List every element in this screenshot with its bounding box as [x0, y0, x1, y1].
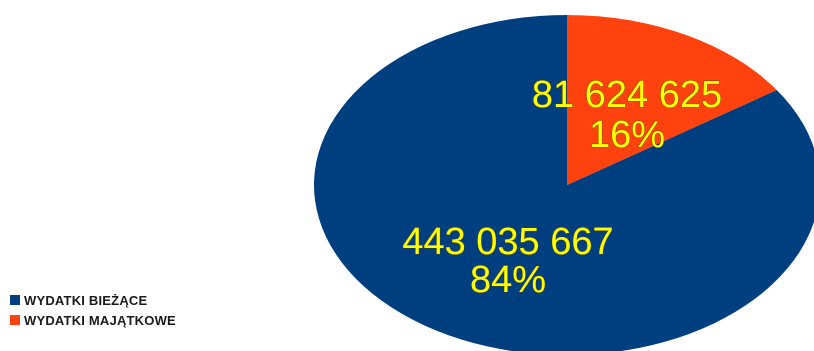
legend-label-biezace: WYDATKI BIEŻĄCE [24, 292, 148, 308]
pie-slice-biezace [314, 15, 814, 351]
pie-slices [314, 15, 814, 351]
legend-item-majatkowe: WYDATKI MAJĄTKOWE [10, 310, 176, 330]
pie-slice-majatkowe [567, 15, 777, 185]
legend-swatch-majatkowe [10, 315, 20, 325]
data-label-majatkowe-percent: 16% [589, 114, 665, 156]
data-label-majatkowe-value: 81 624 625 [532, 74, 722, 116]
legend: WYDATKI BIEŻĄCE WYDATKI MAJĄTKOWE [10, 290, 176, 330]
data-label-biezace-value: 443 035 667 [402, 221, 613, 263]
legend-swatch-biezace [10, 295, 20, 305]
legend-label-majatkowe: WYDATKI MAJĄTKOWE [24, 312, 176, 328]
data-label-biezace-percent: 84% [470, 259, 546, 301]
legend-item-biezace: WYDATKI BIEŻĄCE [10, 290, 176, 310]
pie-data-labels: 81 624 625 16% 443 035 667 84% [402, 74, 723, 302]
